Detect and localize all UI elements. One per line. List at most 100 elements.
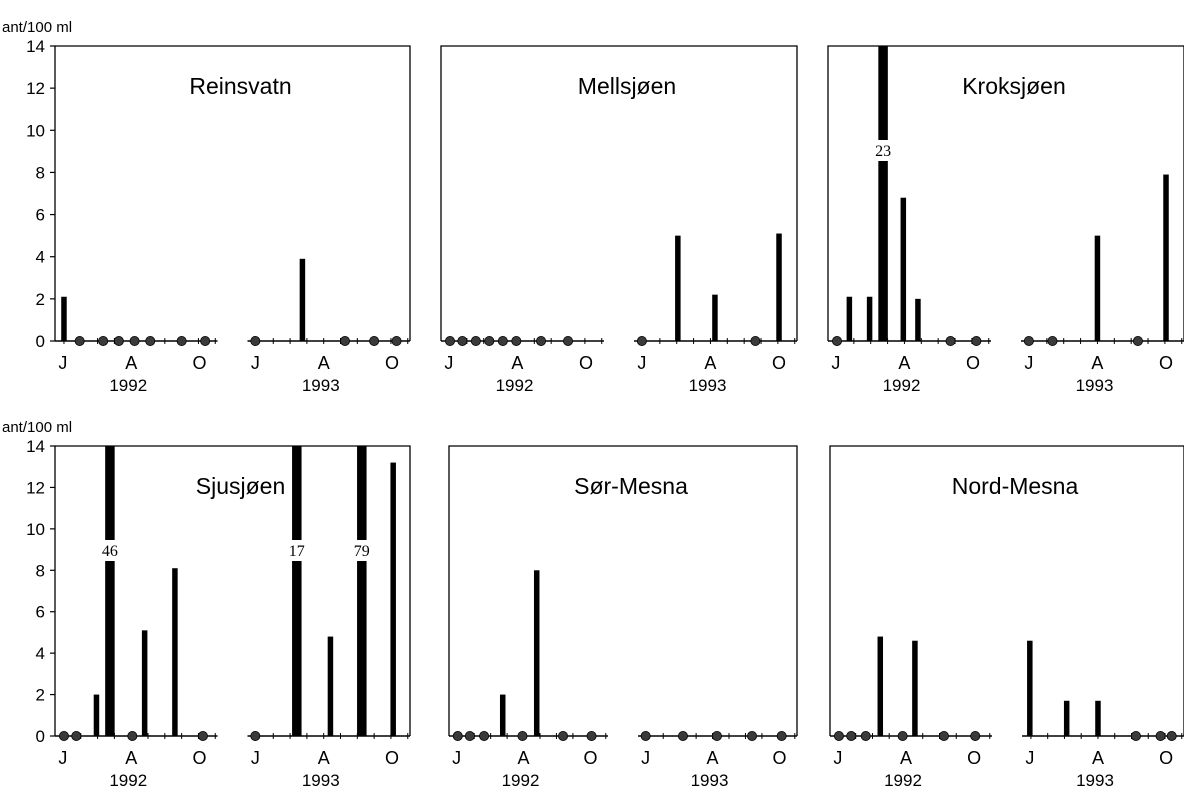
bar: [299, 258, 306, 341]
month-label: O: [193, 353, 207, 373]
month-label: J: [641, 748, 650, 768]
bar: [900, 197, 907, 341]
zero-marker: [970, 731, 981, 742]
zero-marker: [833, 731, 844, 742]
bar: [675, 235, 681, 341]
bar: [357, 446, 367, 736]
zero-marker: [339, 335, 350, 346]
plot-frame: [54, 45, 411, 341]
month-label: J: [444, 353, 453, 373]
zero-marker: [945, 335, 956, 346]
zero-marker: [71, 731, 82, 742]
year-label: 1992: [496, 376, 534, 395]
bar-label-bg: [870, 140, 897, 161]
year-label: 1992: [883, 376, 921, 395]
month-label: J: [831, 353, 840, 373]
zero-marker: [98, 335, 109, 346]
month-label: O: [967, 748, 981, 768]
bar: [1094, 235, 1101, 341]
zero-marker: [1132, 335, 1143, 346]
bar: [866, 296, 873, 341]
bar: [915, 298, 921, 341]
bar-value-label: 46: [102, 543, 118, 560]
bar-value-label: 23: [875, 143, 891, 160]
y-tick-label: 12: [26, 79, 45, 98]
zero-marker: [536, 335, 547, 346]
year-label: 1993: [302, 771, 340, 790]
zero-marker: [369, 335, 380, 346]
y-unit-label: ant/100 ml: [2, 419, 72, 436]
zero-marker: [58, 731, 69, 742]
month-label: O: [1159, 748, 1173, 768]
zero-marker: [484, 335, 495, 346]
bar: [390, 462, 396, 736]
month-label: O: [385, 748, 399, 768]
month-label: A: [511, 353, 523, 373]
month-label: O: [385, 353, 399, 373]
month-label: O: [579, 353, 593, 373]
panel-title: Reinsvatn: [189, 73, 291, 99]
y-tick-label: 6: [36, 206, 45, 225]
bar: [1095, 700, 1101, 736]
zero-marker: [860, 731, 871, 742]
year-label: 1993: [691, 771, 729, 790]
zero-marker: [452, 731, 463, 742]
zero-marker: [1155, 731, 1166, 742]
bar: [93, 694, 100, 736]
bar: [499, 694, 506, 736]
y-tick-label: 8: [36, 561, 45, 580]
month-label: J: [251, 353, 260, 373]
bar: [878, 46, 888, 341]
zero-marker: [250, 335, 261, 346]
y-tick-label: 10: [26, 121, 45, 140]
zero-marker: [74, 335, 85, 346]
month-label: A: [704, 353, 716, 373]
y-tick-label: 2: [36, 686, 45, 705]
year-label: 1993: [689, 376, 727, 395]
zero-marker: [711, 731, 722, 742]
panel-4: Sør-Mesna J A O 1992 J A O 1993: [448, 445, 798, 790]
panel-title: Nord-Mesna: [952, 473, 1079, 499]
y-tick-label: 2: [36, 290, 45, 309]
zero-marker: [497, 335, 508, 346]
bar: [327, 636, 334, 736]
panel-title: Mellsjøen: [578, 73, 676, 99]
zero-marker: [127, 731, 138, 742]
zero-marker: [677, 731, 688, 742]
zero-marker: [938, 731, 949, 742]
year-label: 1993: [1076, 376, 1114, 395]
bar: [1027, 640, 1033, 736]
month-label: J: [637, 353, 646, 373]
month-label: A: [707, 748, 719, 768]
bar: [141, 630, 148, 736]
panel-1: Mellsjøen J A O 1992 J A O 1993: [440, 45, 798, 395]
zero-marker: [776, 731, 787, 742]
month-label: O: [772, 748, 786, 768]
year-label: 1993: [302, 376, 340, 395]
zero-marker: [391, 335, 402, 346]
bar: [712, 294, 718, 341]
y-tick-label: 0: [36, 332, 45, 351]
y-unit-label: ant/100 ml: [2, 19, 72, 36]
bar-label-bg: [96, 540, 123, 561]
month-label: J: [452, 748, 461, 768]
y-tick-label: 14: [26, 437, 45, 456]
bar-value-label: 79: [354, 543, 370, 560]
bar: [61, 296, 67, 341]
plot-frame: [54, 445, 411, 736]
zero-marker: [1023, 335, 1034, 346]
zero-marker: [897, 731, 908, 742]
month-label: A: [125, 353, 137, 373]
month-label: J: [58, 748, 67, 768]
bar: [1163, 174, 1169, 341]
zero-marker: [200, 335, 211, 346]
month-label: A: [900, 748, 912, 768]
month-label: O: [772, 353, 786, 373]
y-tick-label: 8: [36, 163, 45, 182]
zero-marker: [479, 731, 490, 742]
plot-frame: [448, 445, 798, 736]
month-label: O: [1159, 353, 1173, 373]
month-label: A: [898, 353, 910, 373]
plot-frame: [827, 45, 1184, 341]
